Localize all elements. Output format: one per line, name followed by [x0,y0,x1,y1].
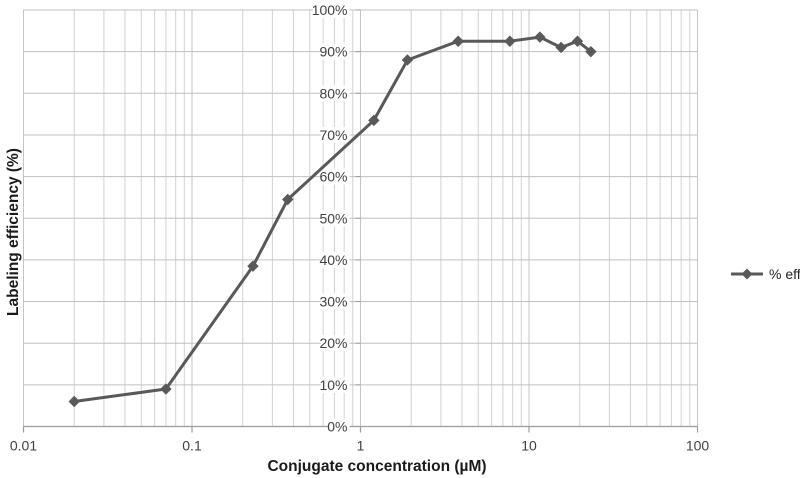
x-tick-label: 0.1 [182,438,202,454]
x-tick-label: 10 [521,438,537,454]
y-tick-label-backing [320,335,350,352]
data-point-marker [571,35,584,47]
y-tick-label-backing [320,376,350,393]
data-point-marker [282,193,294,206]
data-point-marker [452,35,464,47]
y-tick-label: 60% [319,169,347,185]
y-tick-label-backing [320,85,350,102]
y-tick-label: 40% [319,252,347,268]
y-tick-label-backing [328,418,350,435]
y-tick-label: 20% [319,335,347,351]
y-tick-label-backing [320,168,350,185]
data-point-marker [534,31,546,43]
legend: % eff [730,266,800,282]
y-tick-label-backing [320,293,350,310]
data-point-marker [401,54,414,66]
y-tick-label: 10% [319,377,347,393]
data-point-marker [68,395,80,408]
y-tick-label-backing [320,43,350,60]
data-point-marker [160,383,172,395]
y-tick-label: 0% [327,419,347,435]
data-point-marker [504,35,516,47]
y-tick-label: 100% [312,2,348,18]
y-tick-label: 90% [319,44,347,60]
y-tick-label: 70% [319,127,347,143]
y-tick-label: 50% [319,210,347,226]
y-tick-label: 80% [319,85,347,101]
y-tick-label-backing [320,210,350,227]
x-tick-label: 100 [686,438,710,454]
y-axis-title: Labeling efficiency (%) [5,148,22,316]
x-axis-title: Conjugate concentration (µM) [267,458,487,475]
y-tick-label: 30% [319,294,347,310]
y-tick-label-backing [320,126,350,143]
data-point-marker [368,114,380,127]
legend-series-marker-icon [731,268,763,280]
legend-diamond-marker-icon [741,268,753,280]
data-point-marker [247,260,259,272]
legend-label: % eff [769,266,800,282]
x-tick-label: 0.01 [10,438,37,454]
y-tick-label-backing [320,251,350,268]
y-tick-label-backing [312,2,350,18]
x-tick-label: 1 [357,438,365,454]
data-point-marker [555,41,567,54]
data-point-marker [585,45,597,58]
